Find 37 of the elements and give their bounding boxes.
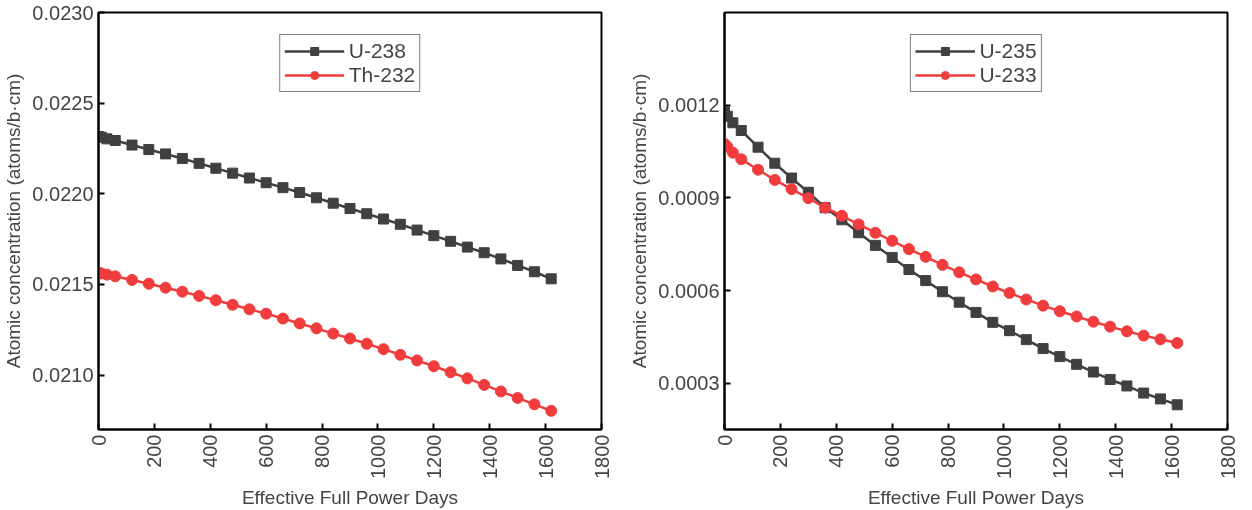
x-tick-label: 1400 (1104, 434, 1127, 479)
x-tick-label: 1400 (478, 434, 501, 479)
x-tick-label: 400 (199, 434, 222, 468)
y-tick-label: 0.0003 (658, 372, 720, 395)
y-axis-title: Atomic concentration (atoms/b·cm) (3, 73, 25, 369)
x-tick-label: 1000 (992, 434, 1015, 479)
y-tick-label: 0.0230 (32, 1, 94, 24)
x-tick-label: 1000 (366, 434, 389, 479)
y-axis-title: Atomic concentration (atoms/b·cm) (629, 73, 651, 369)
x-tick-label: 0 (87, 434, 110, 446)
y-tick-label: 0.0210 (32, 364, 94, 387)
legend-label: U-235 (979, 39, 1037, 63)
y-tick-label: 0.0009 (658, 186, 720, 209)
x-tick-label: 200 (143, 434, 166, 468)
x-tick-label: 800 (311, 434, 334, 468)
y-tick-label: 0.0215 (32, 273, 94, 296)
x-tick-label: 200 (769, 434, 792, 468)
x-tick-label: 1200 (422, 434, 445, 479)
legend-label: U-238 (348, 39, 406, 63)
x-axis-title: Effective Full Power Days (867, 486, 1085, 508)
x-tick-label: 400 (825, 434, 848, 468)
legend-label: Th-232 (348, 63, 416, 87)
x-tick-label: 600 (255, 434, 278, 468)
x-tick-label: 1600 (534, 434, 557, 479)
x-tick-label: 0 (713, 434, 736, 446)
y-tick-label: 0.0220 (32, 182, 94, 205)
x-tick-label: 1800 (590, 434, 613, 479)
x-tick-label: 800 (937, 434, 960, 468)
x-axis-title: Effective Full Power Days (241, 486, 459, 508)
x-tick-label: 600 (881, 434, 904, 468)
y-tick-label: 0.0012 (658, 94, 720, 117)
x-tick-label: 1800 (1216, 434, 1239, 479)
x-tick-label: 1600 (1160, 434, 1183, 479)
y-tick-label: 0.0225 (32, 92, 94, 115)
legend-label: U-233 (979, 63, 1037, 87)
y-tick-label: 0.0006 (658, 279, 720, 302)
x-tick-label: 1200 (1048, 434, 1071, 479)
